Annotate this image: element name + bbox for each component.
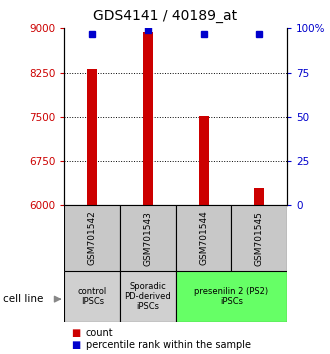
Text: percentile rank within the sample: percentile rank within the sample xyxy=(86,340,251,350)
Bar xyxy=(176,271,287,322)
Bar xyxy=(254,188,264,205)
Bar xyxy=(120,271,176,322)
Text: GSM701544: GSM701544 xyxy=(199,211,208,266)
Text: ■: ■ xyxy=(71,329,80,338)
Text: GSM701542: GSM701542 xyxy=(88,211,97,266)
Bar xyxy=(199,116,209,205)
Text: cell line: cell line xyxy=(3,294,44,304)
Bar xyxy=(176,205,231,271)
Bar xyxy=(64,205,120,271)
Text: GDS4141 / 40189_at: GDS4141 / 40189_at xyxy=(93,9,237,23)
Text: presenilin 2 (PS2)
iPSCs: presenilin 2 (PS2) iPSCs xyxy=(194,287,269,306)
Bar xyxy=(231,205,287,271)
Text: GSM701545: GSM701545 xyxy=(255,211,264,266)
Text: control
IPSCs: control IPSCs xyxy=(78,287,107,306)
Bar xyxy=(120,205,176,271)
Text: GSM701543: GSM701543 xyxy=(143,211,152,266)
Text: ■: ■ xyxy=(71,340,80,350)
Text: Sporadic
PD-derived
iPSCs: Sporadic PD-derived iPSCs xyxy=(124,281,171,312)
Bar xyxy=(64,271,120,322)
Bar xyxy=(87,69,97,205)
Bar xyxy=(143,32,153,205)
Text: count: count xyxy=(86,329,114,338)
